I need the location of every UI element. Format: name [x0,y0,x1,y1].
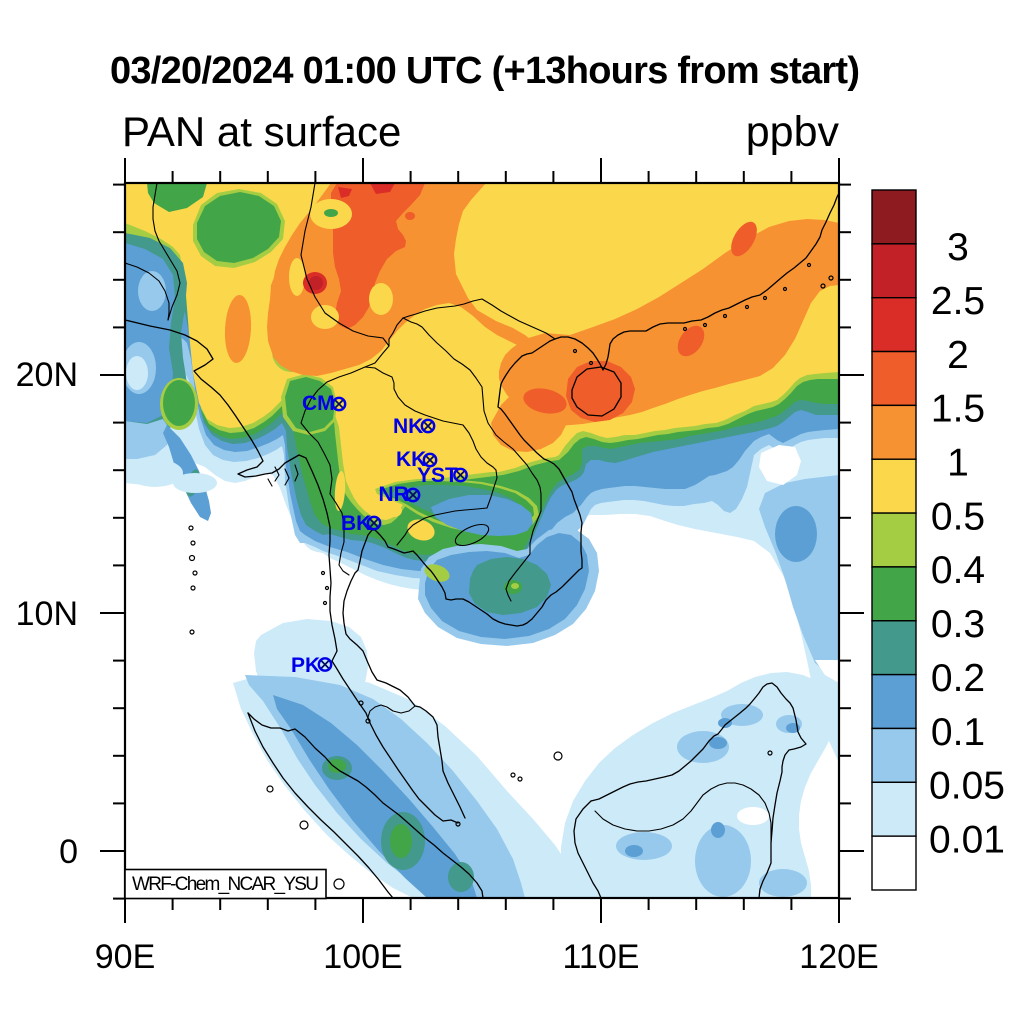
svg-text:0.4: 0.4 [931,549,985,592]
svg-text:CM: CM [302,392,335,415]
svg-text:0.3: 0.3 [931,603,985,646]
svg-text:0.2: 0.2 [931,657,985,700]
svg-text:ppbv: ppbv [746,108,840,156]
svg-text:YST: YST [417,464,458,487]
svg-text:20N: 20N [16,356,78,394]
svg-text:0.1: 0.1 [931,711,985,754]
svg-text:100E: 100E [323,938,402,976]
svg-text:PAN at surface: PAN at surface [122,108,401,155]
svg-text:10N: 10N [16,595,78,633]
svg-text:3: 3 [947,226,969,269]
svg-text:KK: KK [396,448,426,471]
svg-text:90E: 90E [95,938,156,976]
svg-text:03/20/2024 01:00 UTC (+13hours: 03/20/2024 01:00 UTC (+13hours from star… [110,50,860,92]
svg-text:NR: NR [379,483,409,506]
svg-text:0: 0 [59,833,78,871]
svg-text:BK: BK [341,512,371,535]
svg-text:NK: NK [393,415,423,438]
svg-text:110E: 110E [563,938,640,976]
svg-text:0.05: 0.05 [929,765,1005,808]
svg-text:PK: PK [291,654,320,677]
svg-text:0.5: 0.5 [931,495,985,538]
svg-text:2.5: 2.5 [931,280,985,323]
svg-text:120E: 120E [799,938,878,976]
svg-text:0.01: 0.01 [929,819,1005,862]
svg-text:1: 1 [947,442,969,485]
svg-text:1.5: 1.5 [931,388,985,431]
svg-text:2: 2 [947,334,969,377]
svg-text:WRF-Chem_NCAR_YSU: WRF-Chem_NCAR_YSU [132,874,319,895]
